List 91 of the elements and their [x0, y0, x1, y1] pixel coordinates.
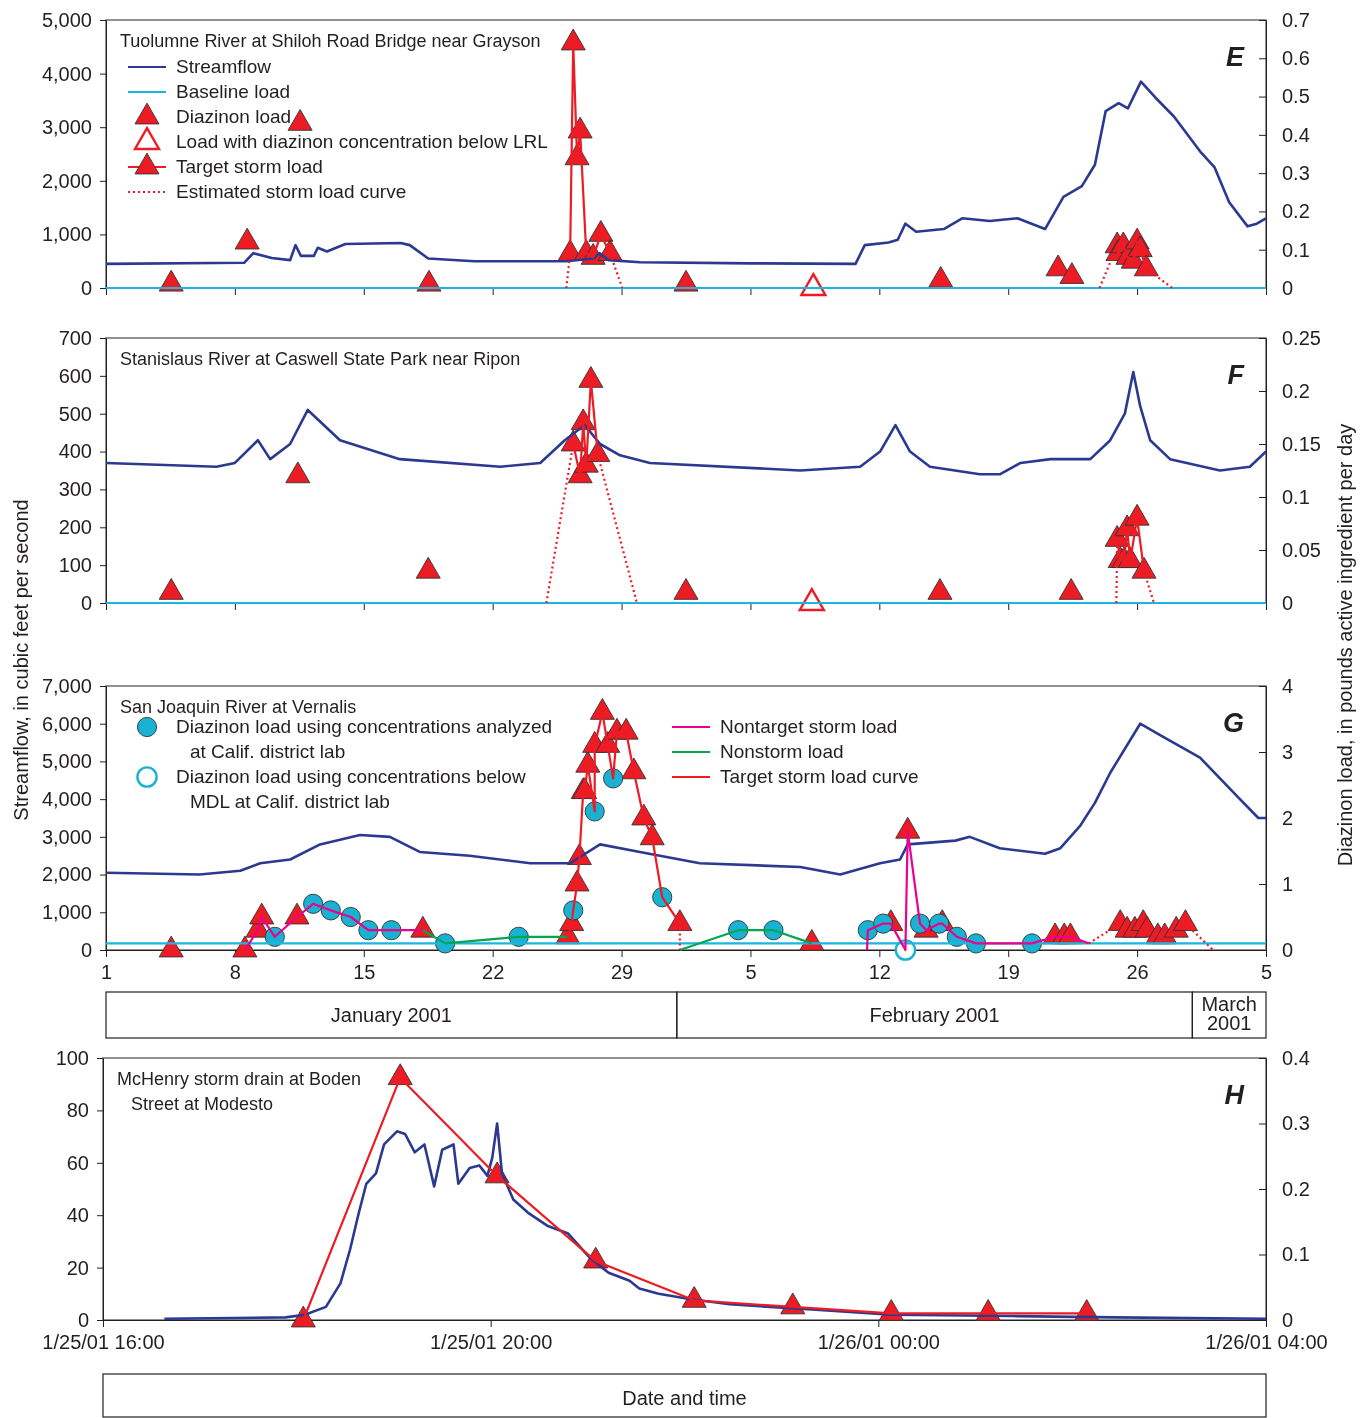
x-tick-label: 5 — [745, 961, 757, 984]
text: March 2001 — [1201, 992, 1257, 1034]
y-tick-label: 7,000 — [41, 674, 92, 697]
annotation: F — [1227, 360, 1246, 390]
y-tick-label: 60 — [66, 1151, 89, 1174]
x-tick-label: 1 — [100, 961, 113, 984]
y-tick-label: 3,000 — [41, 116, 92, 139]
y2-tick-label: 0 — [1282, 276, 1294, 299]
x-tick-label: 1/25/01 20:00 — [429, 1331, 553, 1354]
y-axis-title: Streamflow, in cubic feet per second — [10, 499, 32, 821]
y2-tick-label: 0.4 — [1282, 1046, 1310, 1069]
y2-tick-label: 0.1 — [1282, 238, 1310, 261]
y-tick-label: 500 — [58, 402, 92, 425]
y2-tick-label: 0 — [1282, 1308, 1294, 1331]
legend-label: Nontarget storm load — [720, 716, 898, 737]
y-tick-label: 300 — [58, 478, 92, 501]
y-tick-label: 4,000 — [41, 788, 92, 811]
y2-tick-label: 2 — [1282, 806, 1294, 829]
y2-tick-label: 0.1 — [1282, 485, 1310, 508]
legend-label: Streamflow — [176, 56, 272, 77]
x-tick-label: 1/26/01 04:00 — [1205, 1331, 1328, 1354]
y-tick-label: 0 — [77, 1308, 89, 1331]
y-tick-label: 700 — [58, 326, 92, 349]
y2-tick-label: 0 — [1282, 591, 1294, 614]
text: Stanislaus River at Caswell State Park near Ripon — [120, 349, 521, 369]
legend-label: Diazinon load using concentrations analyzed at Calif. district lab — [176, 716, 553, 762]
legend-label: Baseline load — [176, 81, 291, 102]
y2-tick-label: 0.05 — [1282, 538, 1321, 561]
y-tick-label: 200 — [58, 516, 92, 539]
y2-axis-title: Diazinon load, in pounds active ingredient per day — [1334, 423, 1356, 867]
y2-tick-label: 0.3 — [1282, 1112, 1310, 1135]
legend-label: Diazinon load — [176, 106, 292, 127]
y2-tick-label: 0.3 — [1282, 162, 1310, 185]
y-tick-label: 1,000 — [41, 901, 92, 924]
y-tick-label: 2,000 — [41, 169, 92, 192]
x-tick-label: 12 — [868, 961, 891, 984]
legend-label: Target storm load curve — [720, 766, 919, 787]
text: McHenry storm drain at Boden Street at Modesto — [117, 1069, 362, 1114]
y-tick-label: 80 — [66, 1099, 89, 1122]
y-tick-label: 0 — [80, 591, 92, 614]
y-tick-label: 100 — [55, 1046, 89, 1069]
y-tick-label: 400 — [58, 440, 92, 463]
y2-tick-label: 0.5 — [1282, 85, 1310, 108]
text: San Joaquin River at Vernalis — [120, 697, 357, 717]
text: January 2001 — [330, 1004, 452, 1026]
y-tick-label: 40 — [66, 1204, 89, 1227]
x-tick-label: 26 — [1126, 961, 1149, 984]
y-tick-label: 20 — [66, 1256, 89, 1279]
x-tick-label: 1/26/01 00:00 — [817, 1331, 941, 1354]
y-tick-label: 5,000 — [41, 750, 92, 773]
x-axis-title: Date and time — [622, 1387, 747, 1409]
annotation: H — [1224, 1080, 1245, 1110]
text: Tuolumne River at Shiloh Road Bridge near Grayson — [120, 31, 541, 51]
y2-tick-label: 4 — [1282, 674, 1294, 697]
y2-tick-label: 0.7 — [1282, 8, 1310, 31]
y2-tick-label: 0.6 — [1282, 47, 1310, 70]
annotation: E — [1225, 42, 1245, 72]
text: February 2001 — [869, 1004, 1000, 1026]
y-tick-label: 0 — [80, 938, 92, 961]
y2-tick-label: 0.4 — [1282, 123, 1310, 146]
y-tick-label: 600 — [58, 364, 92, 387]
y2-tick-label: 0.1 — [1282, 1243, 1310, 1266]
y-tick-label: 5,000 — [41, 8, 92, 31]
x-tick-label: 1/25/01 16:00 — [42, 1331, 165, 1354]
x-tick-label: 8 — [229, 961, 241, 984]
legend-label: Nonstorm load — [720, 741, 844, 762]
annotation: G — [1222, 708, 1244, 738]
x-tick-label: 15 — [353, 961, 376, 984]
y2-tick-label: 0 — [1282, 938, 1294, 961]
y2-tick-label: 0.2 — [1282, 200, 1310, 223]
y2-tick-label: 3 — [1282, 740, 1294, 763]
legend-label: Diazinon load using concentrations below MDL at Calif. district lab — [176, 766, 526, 812]
legend-label: Estimated storm load curve — [176, 181, 407, 202]
y-tick-label: 1,000 — [41, 223, 92, 246]
legend-label: Target storm load — [176, 156, 323, 177]
y-tick-label: 4,000 — [41, 62, 92, 85]
y-tick-label: 0 — [80, 276, 92, 299]
x-tick-label: 29 — [610, 961, 634, 984]
y-tick-label: 2,000 — [41, 863, 92, 886]
legend-label: Load with diazinon concentration below LRL — [176, 131, 548, 152]
y2-tick-label: 0.2 — [1282, 1177, 1310, 1200]
x-tick-label: 19 — [997, 961, 1020, 984]
y2-tick-label: 0.15 — [1282, 432, 1321, 455]
y2-tick-label: 1 — [1282, 872, 1294, 895]
x-tick-label: 22 — [482, 961, 505, 984]
y2-tick-label: 0.2 — [1282, 379, 1310, 402]
y-tick-label: 3,000 — [41, 825, 92, 848]
x-tick-label: 5 — [1260, 961, 1273, 984]
y-tick-label: 6,000 — [41, 712, 92, 735]
y2-tick-label: 0.25 — [1282, 326, 1321, 349]
y-tick-label: 100 — [58, 554, 92, 577]
